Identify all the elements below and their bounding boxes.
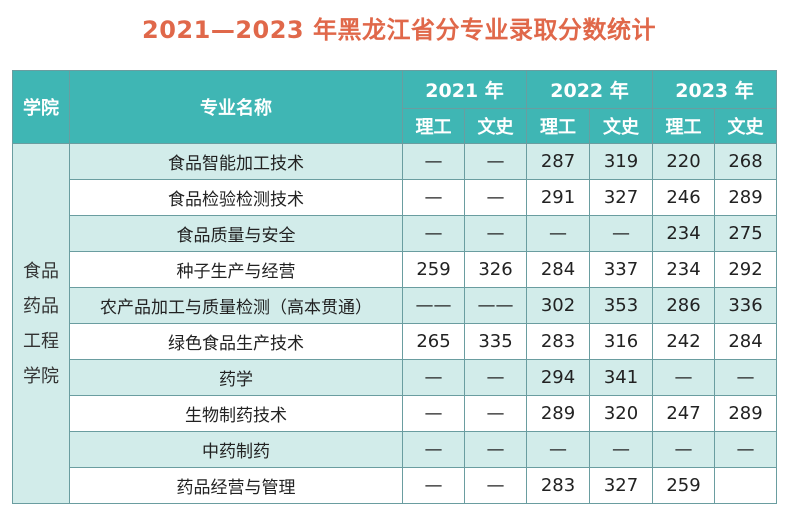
score-cell: 289 <box>714 179 777 216</box>
score-cell: 341 <box>589 359 653 396</box>
score-cell: —— <box>402 287 465 324</box>
header-science-2022: 理工 <box>526 108 590 144</box>
score-cell: 327 <box>589 179 653 216</box>
score-cell: 284 <box>526 251 590 288</box>
score-cell: — <box>652 359 715 396</box>
table-row: 农产品加工与质量检测（高本贯通） —— —— 302 353 286 336 <box>13 287 777 324</box>
major-name: 农产品加工与质量检测（高本贯通） <box>69 287 403 324</box>
major-name: 食品智能加工技术 <box>69 143 403 180</box>
score-cell: — <box>464 395 527 432</box>
score-cell: 289 <box>526 395 590 432</box>
header-major: 专业名称 <box>69 70 403 144</box>
department-line: 学院 <box>23 365 59 387</box>
score-cell: — <box>464 215 527 252</box>
department-line: 食品 <box>23 260 59 282</box>
score-cell: 247 <box>652 395 715 432</box>
score-cell: 283 <box>526 323 590 360</box>
score-cell <box>714 467 777 504</box>
score-cell: 326 <box>464 251 527 288</box>
header-year-2022: 2022 年 <box>526 70 653 109</box>
score-cell: 294 <box>526 359 590 396</box>
admission-score-table: 学院 专业名称 2021 年 2022 年 2023 年 理工 文史 理工 文史… <box>12 70 777 504</box>
score-cell: — <box>714 431 777 468</box>
score-cell: 337 <box>589 251 653 288</box>
score-cell: — <box>714 359 777 396</box>
score-cell: —— <box>464 287 527 324</box>
header-year-2021: 2021 年 <box>402 70 527 109</box>
header-year-2023: 2023 年 <box>652 70 777 109</box>
major-name: 生物制药技术 <box>69 395 403 432</box>
score-cell: 335 <box>464 323 527 360</box>
table-row: 药学 — —294 341— — <box>13 359 777 396</box>
table-row: 中药制药 — — — — — — <box>13 431 777 468</box>
header-college: 学院 <box>12 70 70 144</box>
table-row: 食品质量与安全 — — — —234 275 <box>13 215 777 252</box>
score-cell: 287 <box>526 143 590 180</box>
header-science-2021: 理工 <box>402 108 465 144</box>
major-name: 绿色食品生产技术 <box>69 323 403 360</box>
page-title: 2021—2023 年黑龙江省分专业录取分数统计 <box>142 16 656 44</box>
score-cell: 259 <box>652 467 715 504</box>
score-cell: 336 <box>714 287 777 324</box>
major-name: 食品质量与安全 <box>69 215 403 252</box>
score-cell: — <box>589 215 653 252</box>
score-cell: — <box>464 431 527 468</box>
table-row: 绿色食品生产技术 265 335 283 316 242 284 <box>13 323 777 360</box>
header-arts-2022: 文史 <box>589 108 653 144</box>
header-science-2023: 理工 <box>652 108 715 144</box>
score-cell: — <box>589 431 653 468</box>
score-cell: 220 <box>652 143 715 180</box>
score-cell: 319 <box>589 143 653 180</box>
score-cell: 327 <box>589 467 653 504</box>
score-cell: 234 <box>652 251 715 288</box>
score-cell: — <box>652 431 715 468</box>
score-cell: 291 <box>526 179 590 216</box>
table-row: 药品经营与管理 — —283 327 259 <box>13 467 777 504</box>
score-cell: 284 <box>714 323 777 360</box>
score-cell: 316 <box>589 323 653 360</box>
score-cell: — <box>402 215 465 252</box>
score-cell: 286 <box>652 287 715 324</box>
department-line: 药品 <box>23 295 59 317</box>
major-name: 食品检验检测技术 <box>69 179 403 216</box>
score-cell: 292 <box>714 251 777 288</box>
score-cell: — <box>464 143 527 180</box>
score-cell: — <box>464 467 527 504</box>
score-cell: — <box>402 359 465 396</box>
score-cell: — <box>402 143 465 180</box>
score-cell: — <box>526 431 590 468</box>
table-row: 食品检验检测技术 — —291 327 246 289 <box>13 179 777 216</box>
major-name: 药学 <box>69 359 403 396</box>
header-arts-2021: 文史 <box>464 108 527 144</box>
score-cell: 289 <box>714 395 777 432</box>
major-name: 中药制药 <box>69 431 403 468</box>
score-cell: — <box>402 395 465 432</box>
score-cell: — <box>526 215 590 252</box>
table-row: 食品 药品 工程 学院 食品智能加工技术 — —287 319 220 268 <box>12 143 777 504</box>
score-cell: — <box>464 359 527 396</box>
score-cell: 246 <box>652 179 715 216</box>
score-cell: 353 <box>589 287 653 324</box>
score-cell: 242 <box>652 323 715 360</box>
department-cell: 食品 药品 工程 学院 <box>12 143 70 504</box>
header-arts-2023: 文史 <box>714 108 777 144</box>
score-cell: 265 <box>402 323 465 360</box>
department-line: 工程 <box>23 330 59 352</box>
score-cell: 320 <box>589 395 653 432</box>
score-cell: 259 <box>402 251 465 288</box>
table-row: 种子生产与经营 259 326 284 337 234 292 <box>13 251 777 288</box>
score-cell: — <box>402 467 465 504</box>
score-cell: 275 <box>714 215 777 252</box>
score-cell: 283 <box>526 467 590 504</box>
score-cell: 302 <box>526 287 590 324</box>
score-cell: 234 <box>652 215 715 252</box>
score-cell: — <box>402 431 465 468</box>
major-name: 种子生产与经营 <box>69 251 403 288</box>
score-cell: — <box>464 179 527 216</box>
score-cell: — <box>402 179 465 216</box>
score-cell: 268 <box>714 143 777 180</box>
table-body: 食品 药品 工程 学院 食品智能加工技术 — —287 319 220 268 食品检验检测技术 — —… <box>12 143 777 504</box>
table-row: 生物制药技术 — —289 320 247 289 <box>13 395 777 432</box>
major-name: 药品经营与管理 <box>69 467 403 504</box>
